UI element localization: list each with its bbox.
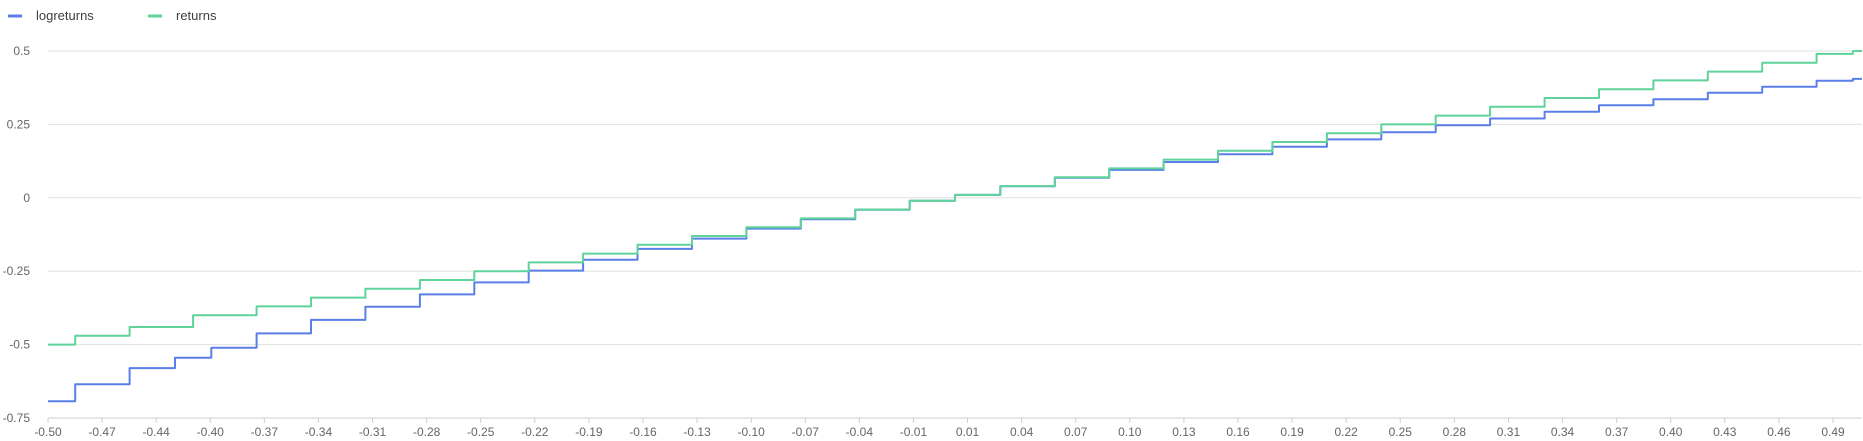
x-tick-label: -0.04 (846, 425, 874, 439)
x-tick-label: 0.37 (1605, 425, 1629, 439)
legend-item-returns[interactable]: returns (148, 8, 217, 23)
x-tick-label: 0.07 (1064, 425, 1088, 439)
x-tick-label: 0.43 (1713, 425, 1737, 439)
legend-label: logreturns (36, 8, 94, 23)
x-tick-label: 0.19 (1280, 425, 1304, 439)
x-tick-label: -0.07 (792, 425, 820, 439)
chart-legend: logreturns returns (8, 8, 217, 23)
x-tick-label: -0.01 (900, 425, 928, 439)
y-tick-label: 0.25 (7, 117, 31, 131)
x-tick-label: -0.19 (575, 425, 603, 439)
x-tick-label: 0.10 (1118, 425, 1142, 439)
y-tick-label: 0.5 (13, 44, 30, 58)
x-tick-label: 0.46 (1767, 425, 1791, 439)
y-tick-label: 0 (23, 191, 30, 205)
x-tick-label: -0.25 (467, 425, 495, 439)
series-line-returns (48, 50, 1862, 346)
x-tick-label: -0.10 (738, 425, 766, 439)
series-line-logreturns (48, 77, 1862, 403)
x-tick-label: -0.34 (305, 425, 333, 439)
x-axis: -0.50 -0.47 -0.44 -0.40 -0.37 -0.34 -0.31 -0.28… (34, 418, 1845, 439)
x-tick-label: 0.28 (1443, 425, 1467, 439)
y-tick-label: -0.5 (9, 338, 30, 352)
x-tick-label: -0.40 (197, 425, 225, 439)
y-tick-label: -0.75 (3, 411, 31, 425)
x-tick-label: -0.28 (413, 425, 441, 439)
legend-label: returns (176, 8, 217, 23)
x-tick-label: -0.44 (143, 425, 171, 439)
x-tick-label: 0.49 (1821, 425, 1845, 439)
x-tick-label: 0.25 (1389, 425, 1413, 439)
x-tick-label: 0.13 (1172, 425, 1196, 439)
x-tick-label: 0.04 (1010, 425, 1034, 439)
x-tick-label: -0.37 (251, 425, 279, 439)
x-tick-label: -0.16 (629, 425, 657, 439)
y-axis: 0.5 0.25 0 -0.25 -0.5 -0.75 (3, 44, 31, 425)
x-tick-label: -0.50 (34, 425, 62, 439)
grid-lines (48, 50, 1862, 419)
x-tick-label: 0.22 (1335, 425, 1359, 439)
x-tick-label: 0.31 (1497, 425, 1521, 439)
series-layer (48, 50, 1862, 403)
legend-item-logreturns[interactable]: logreturns (8, 8, 94, 23)
x-tick-label: -0.13 (683, 425, 711, 439)
x-tick-label: 0.01 (956, 425, 980, 439)
x-tick-label: 0.34 (1551, 425, 1575, 439)
x-tick-label: -0.47 (88, 425, 116, 439)
x-tick-label: 0.40 (1659, 425, 1683, 439)
y-tick-label: -0.25 (3, 264, 31, 278)
x-tick-label: -0.31 (359, 425, 387, 439)
x-tick-label: 0.16 (1226, 425, 1250, 439)
x-tick-label: -0.22 (521, 425, 549, 439)
